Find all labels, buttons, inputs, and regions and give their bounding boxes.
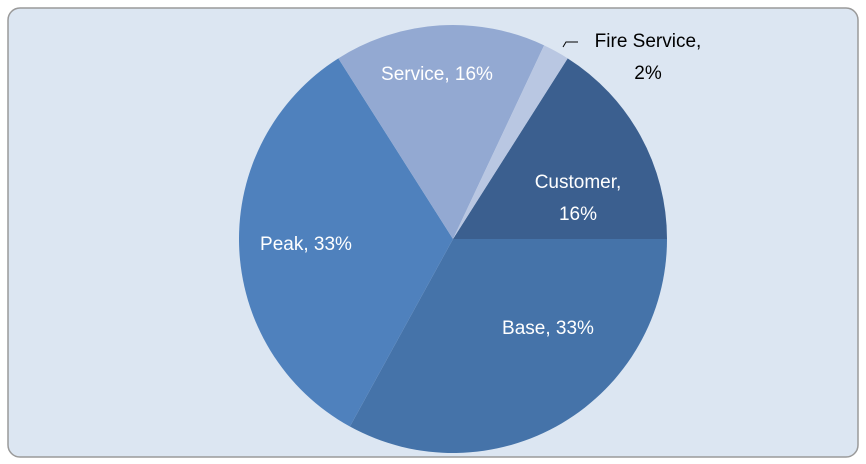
data-label: Peak, 33%	[260, 234, 352, 255]
pie-slice	[453, 58, 667, 239]
leader-line	[562, 41, 578, 48]
pie-slice	[349, 239, 667, 453]
pie-slice	[338, 25, 545, 240]
data-label: 16%	[559, 204, 597, 225]
data-label: Base, 33%	[502, 318, 594, 339]
data-label: Fire Service,	[595, 31, 702, 52]
pie-slice	[453, 45, 568, 240]
data-label: Service, 16%	[381, 64, 493, 85]
data-label: Customer,	[535, 172, 622, 193]
data-label: 2%	[634, 63, 662, 84]
pie-slice	[238, 58, 453, 427]
